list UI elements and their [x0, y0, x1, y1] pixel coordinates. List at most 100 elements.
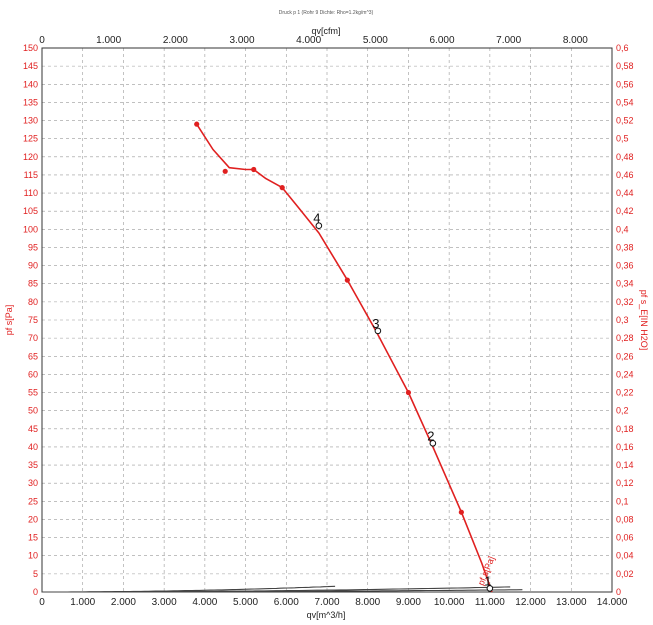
- y-tick-label-right: 0: [616, 587, 621, 597]
- x-tick-label: 13.000: [556, 597, 587, 608]
- y-tick-label-right: 0,48: [616, 152, 634, 162]
- y-tick-label-right: 0,1: [616, 496, 629, 506]
- y-tick-label-right: 0,42: [616, 206, 634, 216]
- y-tick-label-right: 0,14: [616, 460, 634, 470]
- left-axis-label: pf s[Pa]: [4, 305, 14, 336]
- x-tick-label: 2.000: [111, 597, 136, 608]
- operating-point-label: 3: [372, 316, 379, 331]
- y-tick-label: 60: [28, 369, 38, 379]
- bottom-axis-label: qv[m^3/h]: [307, 610, 346, 620]
- fan-curve-point: [194, 121, 200, 127]
- x-tick-label-top: 3.000: [229, 35, 254, 46]
- y-tick-label-right: 0,46: [616, 170, 634, 180]
- x-tick-label: 7.000: [314, 597, 339, 608]
- y-tick-label: 105: [23, 206, 38, 216]
- y-tick-label-right: 0,22: [616, 388, 634, 398]
- fan-curve-point: [222, 168, 228, 174]
- y-tick-label: 85: [28, 279, 38, 289]
- fan-curve-point: [458, 509, 464, 515]
- fan-curve: [196, 123, 493, 593]
- operating-point-marker: [486, 585, 494, 592]
- y-tick-label: 55: [28, 388, 38, 398]
- x-tick-label-top: 0: [39, 35, 45, 46]
- system-curve-2: [42, 589, 523, 593]
- y-tick-label: 25: [28, 496, 38, 506]
- curves: [42, 123, 523, 593]
- y-tick-label-right: 0,36: [616, 261, 634, 271]
- y-tick-label: 70: [28, 333, 38, 343]
- x-tick-label: 9.000: [396, 597, 421, 608]
- operating-point-labels: 4 3 2 1: [313, 211, 494, 592]
- y-tick-label: 135: [23, 97, 38, 107]
- operating-point-label: 1: [484, 573, 491, 588]
- y-tick-label: 35: [28, 460, 38, 470]
- y-tick-label-right: 0,6: [616, 43, 629, 53]
- x-tick-label-top: 6.000: [429, 35, 454, 46]
- y-tick-label-right: 0,2: [616, 406, 629, 416]
- y-tick-label: 30: [28, 478, 38, 488]
- y-tick-label: 110: [24, 188, 38, 198]
- fan-curve-point: [279, 185, 285, 191]
- y-tick-label-right: 0,28: [616, 333, 634, 343]
- y-tick-label-right: 0,02: [616, 569, 634, 579]
- y-tick-label: 150: [23, 43, 38, 53]
- x-tick-label: 14.000: [597, 597, 628, 608]
- y-tick-label: 115: [24, 170, 38, 180]
- x-tick-label: 3.000: [152, 597, 177, 608]
- operating-point-label: 2: [427, 428, 434, 443]
- x-tick-label: 0: [39, 597, 45, 608]
- x-tick-label: 5.000: [233, 597, 258, 608]
- operating-point-marker: [374, 327, 382, 335]
- y-tick-label-right: 0,24: [616, 369, 634, 379]
- operating-point-marker: [429, 440, 437, 447]
- x-tick-label-top: 2.000: [163, 35, 188, 46]
- x-tick-label: 12.000: [515, 597, 546, 608]
- y-tick-label-right: 0,3: [616, 315, 629, 325]
- x-tick-label-top: 8.000: [563, 35, 588, 46]
- x-tick-label: 10.000: [434, 597, 465, 608]
- y-tick-label: 40: [28, 442, 38, 452]
- y-tick-label-right: 0,4: [616, 224, 629, 234]
- fan-curve-point: [251, 166, 257, 173]
- y-tick-label-right: 0,56: [616, 79, 634, 89]
- grid: [42, 48, 612, 592]
- y-tick-label: 100: [23, 224, 38, 234]
- y-tick-label-right: 0,06: [616, 533, 634, 543]
- y-tick-label-right: 0,08: [616, 514, 634, 524]
- y-tick-label: 75: [28, 315, 38, 325]
- fan-curve-point: [344, 277, 350, 283]
- y-tick-label: 125: [23, 134, 38, 144]
- x-tick-label-top: 5.000: [363, 35, 388, 46]
- y-tick-label-right: 0,34: [616, 279, 634, 289]
- y-tick-label-right: 0,26: [616, 351, 634, 361]
- y-tick-label-right: 0,16: [616, 442, 634, 452]
- y-tick-label: 65: [28, 351, 38, 361]
- y-tick-label-right: 0,54: [616, 97, 634, 107]
- top-axis-label: qv[cfm]: [311, 26, 340, 36]
- y-tick-label-right: 0,04: [616, 551, 634, 561]
- y-tick-label-right: 0,52: [616, 116, 634, 126]
- y-tick-label: 145: [23, 61, 38, 71]
- y-tick-label: 140: [23, 79, 38, 89]
- y-tick-label-right: 0,18: [616, 424, 634, 434]
- x-tick-label: 8.000: [355, 597, 380, 608]
- y-tick-label: 5: [33, 569, 38, 579]
- y-tick-label: 15: [28, 533, 38, 543]
- y-tick-label-right: 0,5: [616, 134, 629, 144]
- y-tick-label: 95: [28, 242, 38, 252]
- x-tick-label-top: 4.000: [296, 35, 321, 46]
- plot-frame: [41, 47, 613, 593]
- y-tick-label: 120: [23, 152, 38, 162]
- fan-curve-point: [405, 389, 412, 396]
- operating-point-label: 4: [313, 211, 320, 226]
- x-tick-label-top: 7.000: [496, 35, 521, 46]
- tick-labels: 0 1.000 2.000 3.000 4.000 5.000 6.000 7.000 8.00…: [23, 35, 634, 608]
- y-tick-label: 10: [28, 551, 38, 561]
- y-tick-label-right: 0,44: [616, 188, 634, 198]
- y-tick-label-right: 0,32: [616, 297, 634, 307]
- chart-title: Druck p 1 (Rohr 9 Dichte: Rho=1.2kg/m^3): [279, 10, 374, 16]
- y-tick-label: 0: [33, 587, 38, 597]
- y-tick-label: 45: [28, 424, 38, 434]
- data-points: [194, 121, 464, 515]
